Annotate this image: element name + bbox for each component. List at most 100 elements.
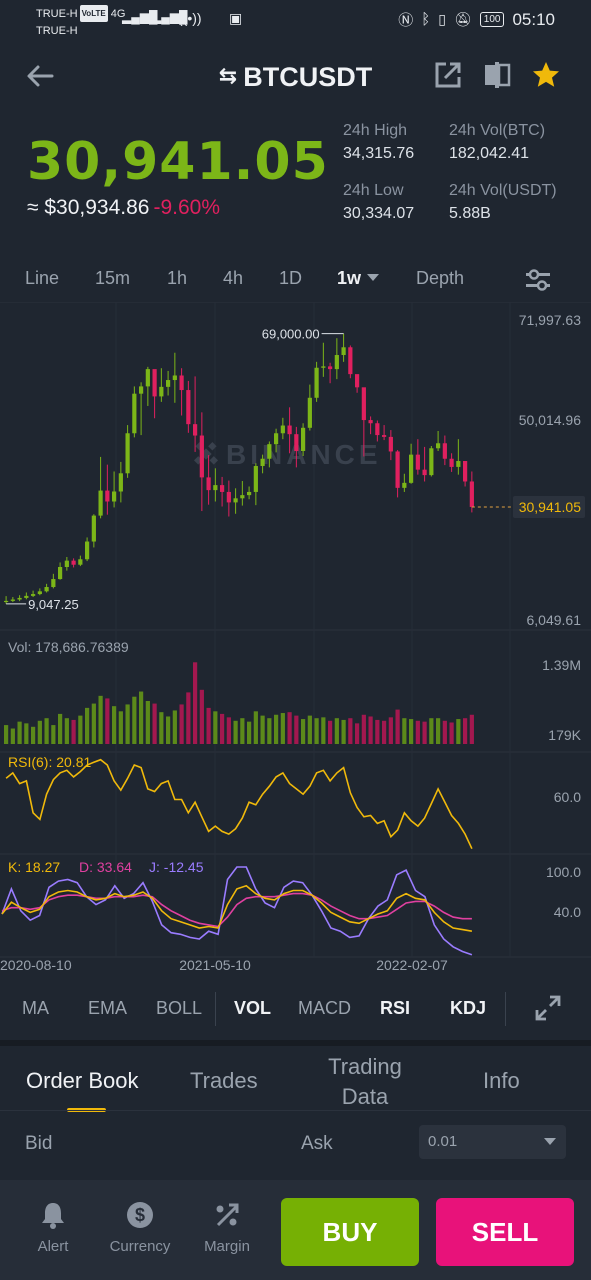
divider bbox=[505, 992, 506, 1026]
carrier-2: TRUE-H bbox=[36, 25, 78, 37]
candle-body bbox=[118, 473, 123, 492]
tab-trades[interactable]: Trades bbox=[190, 1068, 258, 1093]
stat-value: 5.88B bbox=[449, 205, 491, 222]
kdj-axis-mid: 40.0 bbox=[554, 904, 581, 920]
stat-value: 182,042.41 bbox=[449, 145, 530, 162]
bottom-bar: Alert $ Currency Margin BUY SELL bbox=[0, 1180, 591, 1280]
volume-bar bbox=[132, 696, 137, 744]
price-change: -9.60% bbox=[153, 196, 221, 219]
volume-bar bbox=[368, 716, 373, 744]
interval-1d[interactable]: 1D bbox=[279, 268, 303, 288]
network-type: 4G bbox=[110, 8, 126, 20]
candle-body bbox=[247, 491, 252, 496]
favorite-star-icon[interactable] bbox=[531, 60, 561, 90]
status-bar: TRUE-H VoLTE 4G TRUE-H ▂▄▆█ ▂▄▆█ ((•)) ▣ … bbox=[0, 0, 591, 42]
nav-alert[interactable]: Alert bbox=[13, 1200, 93, 1255]
interval-line[interactable]: Line bbox=[25, 268, 60, 288]
precision-select[interactable]: 0.01 bbox=[419, 1125, 566, 1159]
fullscreen-icon[interactable] bbox=[534, 994, 562, 1022]
candle-body bbox=[402, 482, 407, 488]
stat-label: 24h Vol(USDT) bbox=[449, 182, 557, 199]
interval-15m[interactable]: 15m bbox=[95, 268, 131, 288]
indicator-vol[interactable]: VOL bbox=[234, 998, 272, 1018]
volume-bar bbox=[220, 713, 225, 744]
volume-bar bbox=[112, 706, 117, 744]
volume-bar bbox=[172, 710, 177, 744]
tab-trading-data[interactable]: Trading Data bbox=[328, 1054, 402, 1109]
candle-body bbox=[301, 427, 306, 452]
high-marker-label: 69,000.00 bbox=[262, 327, 320, 342]
order-book-header: Bid Ask 0.01 bbox=[0, 1110, 591, 1180]
volume-bar bbox=[105, 698, 110, 744]
candle-body bbox=[105, 490, 110, 502]
tab-order-book[interactable]: Order Book bbox=[26, 1068, 139, 1093]
volume-bar bbox=[179, 704, 184, 744]
nav-margin[interactable]: Margin bbox=[187, 1200, 267, 1255]
volume-bar bbox=[206, 707, 211, 744]
price-chart[interactable]: BINANCE 71,997.63 50,014.96 6,049.61 69,… bbox=[0, 302, 591, 980]
volume-bar bbox=[307, 715, 312, 744]
indicator-macd[interactable]: MACD bbox=[298, 998, 351, 1018]
candle-body bbox=[199, 435, 204, 478]
stat-label: 24h High bbox=[343, 122, 408, 139]
candle-body bbox=[449, 458, 454, 467]
divider bbox=[215, 992, 216, 1026]
back-arrow-icon[interactable] bbox=[24, 60, 56, 92]
candle-body bbox=[395, 451, 400, 488]
interval-1h[interactable]: 1h bbox=[167, 268, 188, 288]
interval-tabs: Line 15m 1h 4h 1D 1w Depth bbox=[0, 258, 591, 302]
candle-body bbox=[145, 369, 150, 387]
header: ⇆ BTCUSDT bbox=[0, 48, 591, 108]
volume-bar bbox=[247, 721, 252, 744]
volume-bar bbox=[422, 721, 427, 744]
section-tabs: Order Book Trades Trading Data Info bbox=[0, 1040, 591, 1112]
kdj-axis-top: 100.0 bbox=[546, 864, 581, 880]
stat-24h-vol-btc: 24h Vol(BTC) 182,042.41 bbox=[449, 122, 545, 163]
volume-bar bbox=[415, 720, 420, 744]
tab-info[interactable]: Info bbox=[483, 1068, 520, 1093]
volume-bar bbox=[44, 718, 49, 744]
candle-body bbox=[375, 423, 380, 436]
volume-bar bbox=[125, 704, 130, 744]
rsi-axis: 60.0 bbox=[554, 789, 581, 805]
candle-body bbox=[4, 600, 9, 603]
dollar-icon: $ bbox=[127, 1202, 153, 1228]
interval-1w[interactable]: 1w bbox=[337, 268, 380, 289]
indicator-ma[interactable]: MA bbox=[22, 998, 49, 1018]
indicator-kdj[interactable]: KDJ bbox=[450, 998, 487, 1018]
indicator-ema[interactable]: EMA bbox=[88, 998, 128, 1018]
stat-label: 24h Vol(BTC) bbox=[449, 122, 546, 139]
volume-bar bbox=[395, 709, 400, 744]
volume-bar bbox=[388, 717, 393, 744]
candle-body bbox=[287, 425, 292, 435]
last-price-box bbox=[513, 495, 585, 518]
chart-settings-icon[interactable] bbox=[524, 266, 552, 294]
buy-button[interactable]: BUY bbox=[281, 1198, 419, 1266]
candle-body bbox=[422, 469, 427, 476]
share-icon[interactable] bbox=[433, 60, 463, 90]
stat-24h-high: 24h High 34,315.76 bbox=[343, 122, 414, 163]
candle-body bbox=[355, 374, 360, 388]
candle-body bbox=[24, 595, 29, 598]
volume-bar bbox=[274, 714, 279, 744]
indicator-boll[interactable]: BOLL bbox=[156, 998, 203, 1018]
pair-title[interactable]: ⇆ BTCUSDT bbox=[0, 62, 591, 93]
candle-body bbox=[368, 420, 373, 424]
sell-button[interactable]: SELL bbox=[436, 1198, 574, 1266]
interval-depth[interactable]: Depth bbox=[416, 268, 465, 288]
volume-bar bbox=[226, 717, 231, 744]
compare-icon[interactable] bbox=[482, 60, 512, 90]
price-axis-bottom: 6,049.61 bbox=[527, 612, 582, 628]
chevron-down-icon bbox=[367, 274, 380, 281]
indicator-rsi[interactable]: RSI bbox=[380, 998, 411, 1018]
volume-bar bbox=[328, 720, 333, 744]
volume-axis-top: 1.39M bbox=[542, 657, 581, 673]
nav-currency[interactable]: $ Currency bbox=[100, 1200, 180, 1255]
percent-icon bbox=[216, 1203, 239, 1227]
candle-body bbox=[51, 579, 56, 588]
volume-bar bbox=[301, 719, 306, 744]
stat-24h-low: 24h Low 30,334.07 bbox=[343, 182, 414, 223]
volume-bar bbox=[287, 712, 292, 744]
interval-4h[interactable]: 4h bbox=[223, 268, 244, 288]
battery-icon: 100 bbox=[479, 12, 505, 27]
